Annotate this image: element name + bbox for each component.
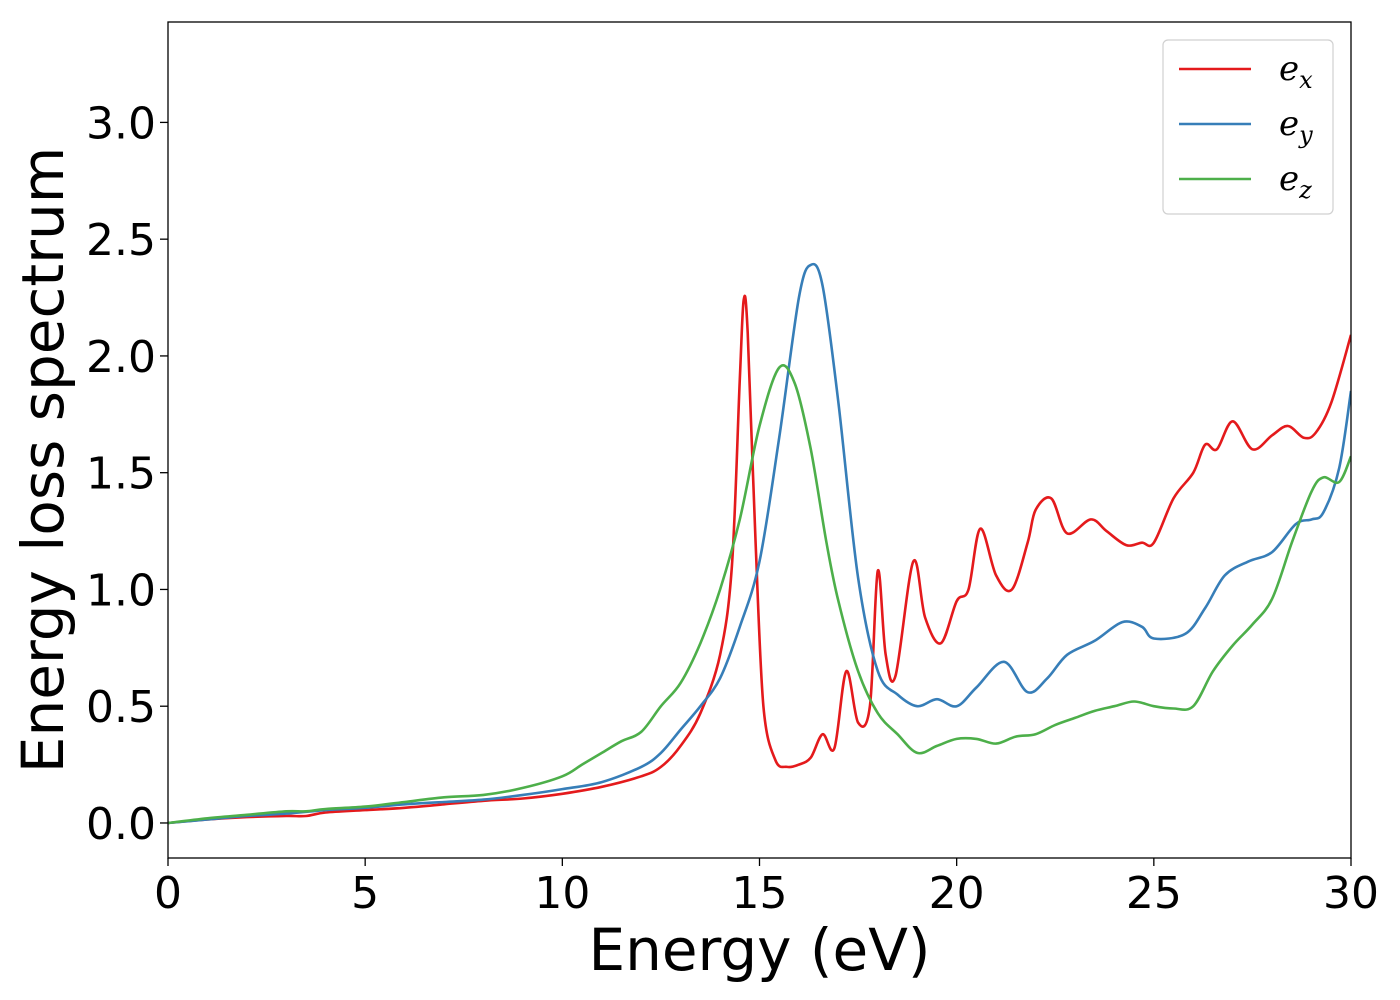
legend-label-z: ez [1279,159,1312,204]
y-tick-label: 0.0 [86,799,156,850]
x-tick-label: 10 [534,868,590,919]
x-tick-label: 15 [732,868,788,919]
y-tick-label: 3.0 [86,98,156,149]
x-tick-label: 5 [351,868,379,919]
x-axis-label: Energy (eV) [588,916,930,984]
y-tick-label: 2.5 [86,215,156,266]
y-tick-label: 2.0 [86,332,156,383]
y-tick-label: 0.5 [86,682,156,733]
series-line-x [168,294,1351,825]
legend-label-x: ex [1279,49,1313,94]
y-axis-label: Energy loss spectrum [9,147,77,773]
series-line-z [168,364,1351,825]
y-tick-label: 1.0 [86,565,156,616]
legend-label-y: ey [1279,104,1313,149]
series-line-y [168,262,1351,825]
x-tick-label: 25 [1126,868,1182,919]
x-tick-label: 30 [1323,868,1379,919]
axis-ticks: 0 5 10 15 20 25 30 0.0 0.5 1.0 1.5 2.0 2.5 3.0 [86,98,1379,919]
legend-box [1162,39,1334,215]
x-tick-label: 0 [154,868,182,919]
y-tick-label: 1.5 [86,449,156,500]
plot-lines [168,262,1351,825]
x-tick-label: 20 [929,868,985,919]
legend: ex ey ez [1162,39,1334,215]
